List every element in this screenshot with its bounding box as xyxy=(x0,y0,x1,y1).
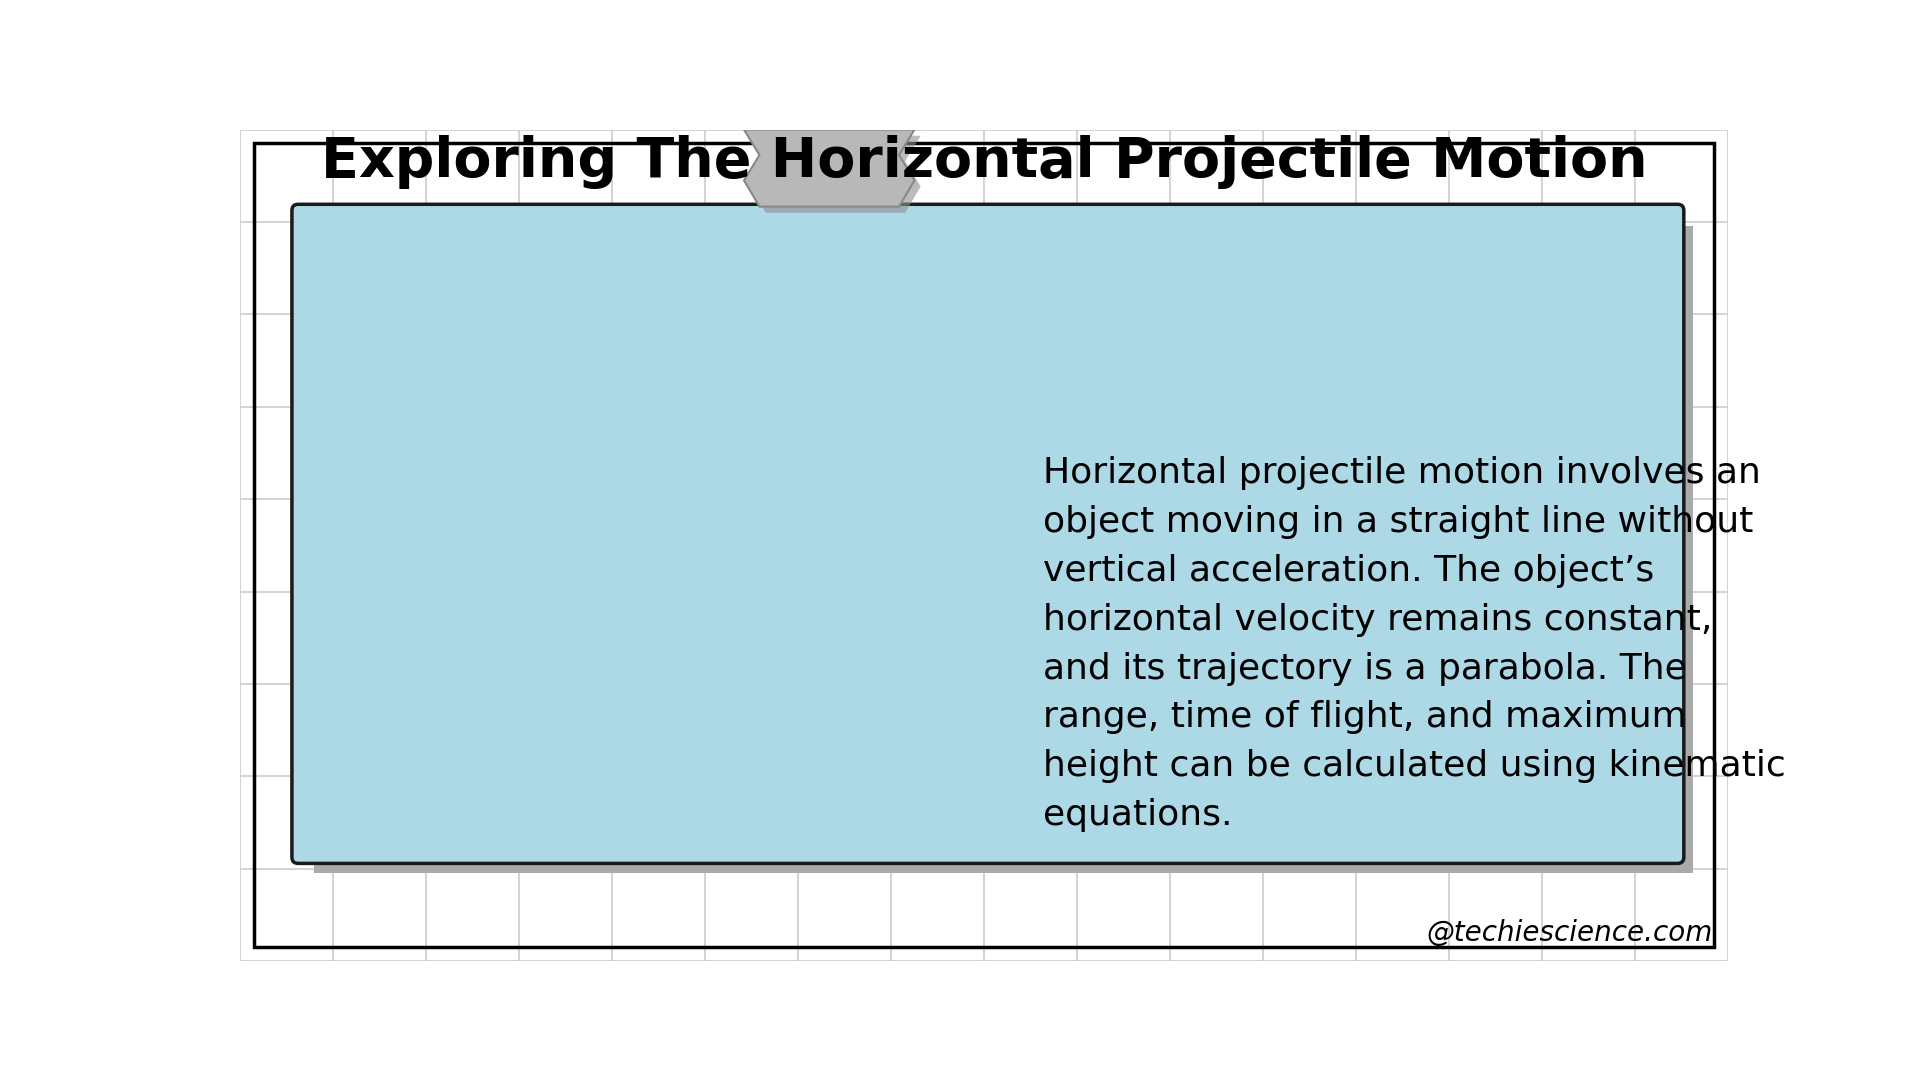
Text: @techiescience.com: @techiescience.com xyxy=(1427,919,1713,947)
Polygon shape xyxy=(743,130,914,206)
Polygon shape xyxy=(751,136,922,213)
Text: Exploring The Horizontal Projectile Motion: Exploring The Horizontal Projectile Moti… xyxy=(321,135,1647,189)
FancyBboxPatch shape xyxy=(313,226,1693,873)
Text: Horizontal projectile motion involves an
object moving in a straight line withou: Horizontal projectile motion involves an… xyxy=(1043,456,1786,833)
FancyBboxPatch shape xyxy=(292,204,1684,863)
